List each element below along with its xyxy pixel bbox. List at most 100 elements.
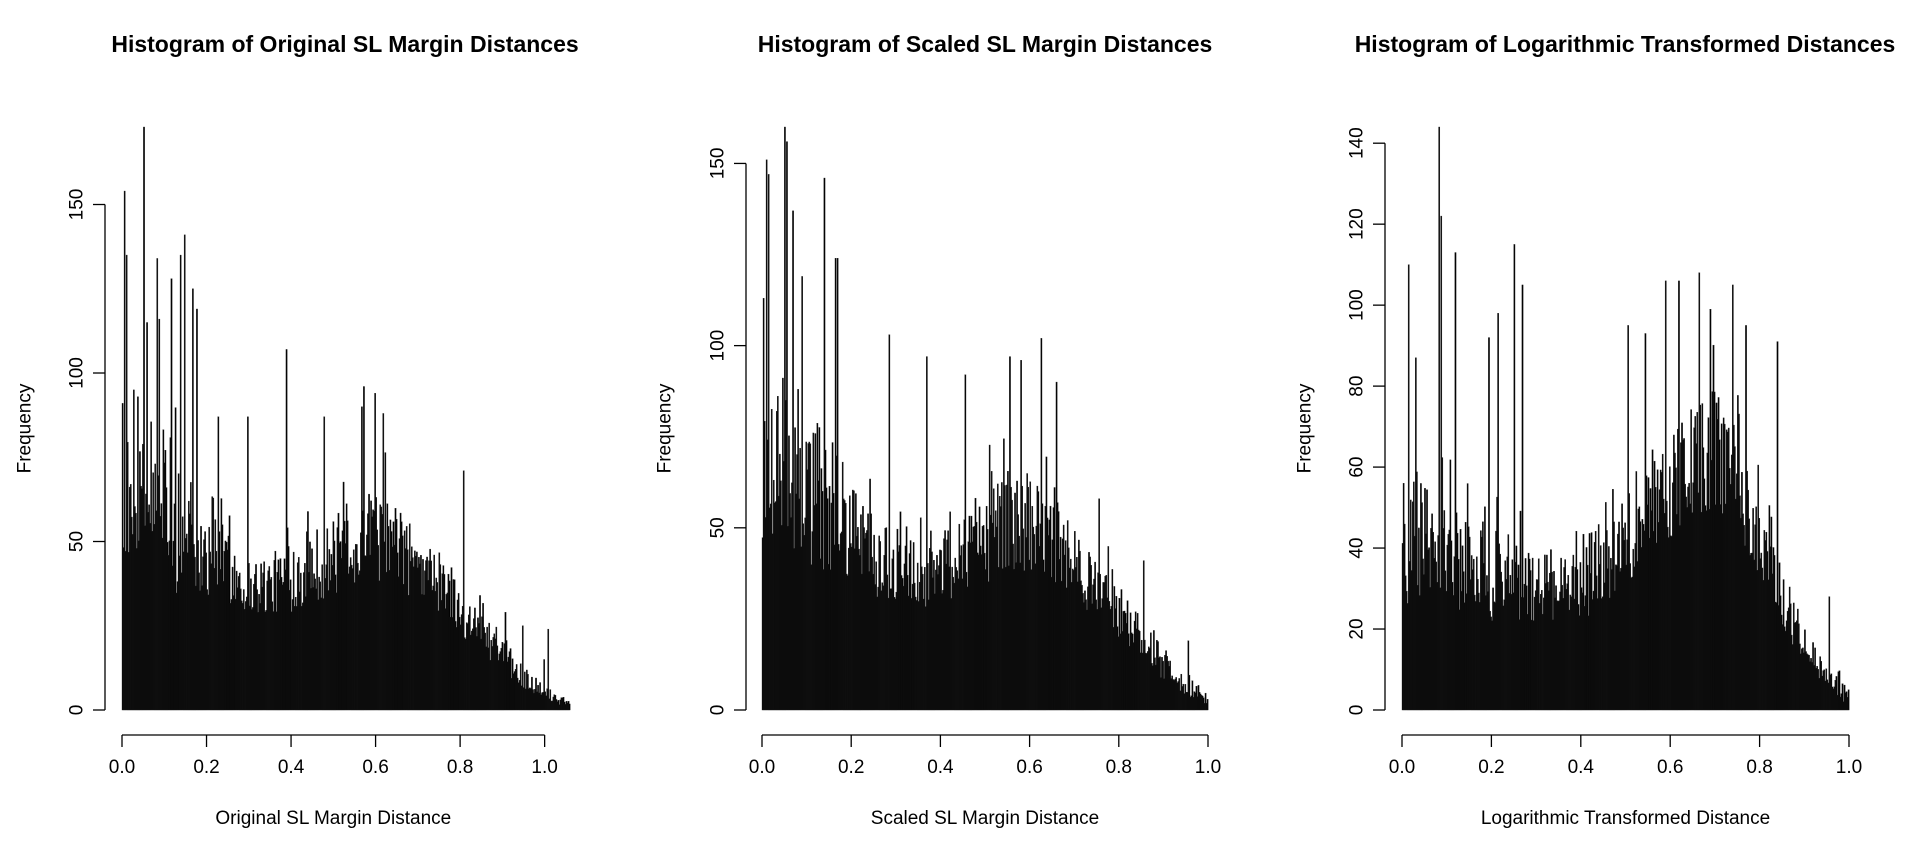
histogram-bar: [1142, 560, 1145, 711]
x-tick-label: 0.0: [1389, 757, 1415, 778]
histogram-bar: [1513, 244, 1516, 711]
histogram-bar: [1188, 674, 1191, 711]
x-tick-label: 0.6: [362, 757, 388, 778]
histogram-bar: [1521, 284, 1524, 711]
histogram-bar: [765, 159, 768, 711]
x-axis-log: 0.0 0.2 0.4 0.6 0.8 1.0: [1389, 734, 1862, 778]
x-tick-label: 0.6: [1016, 757, 1042, 778]
x-tick-label: 0.0: [109, 757, 135, 778]
x-tick-label: 1.0: [1195, 757, 1221, 778]
histogram-bar: [823, 177, 826, 711]
x-tick-label: 1.0: [1836, 757, 1862, 778]
histogram-bar: [192, 288, 194, 711]
y-axis-label-log: Frequency: [1295, 383, 1316, 473]
y-tick-label: 0: [67, 705, 88, 716]
x-tick-label: 0.4: [278, 757, 305, 778]
x-tick-label: 0.2: [838, 757, 864, 778]
histogram-bar: [1407, 264, 1410, 711]
histogram-bar: [323, 416, 326, 711]
histogram-bar: [1678, 280, 1680, 711]
histogram-original-chart: Histogram of Original SL Margin Distance…: [15, 31, 579, 829]
histogram-bar: [521, 625, 524, 711]
histogram-bars-scaled: [761, 126, 1209, 711]
x-axis-scaled: 0.0 0.2 0.4 0.6 0.8 1.0: [749, 734, 1221, 778]
histogram-log-chart: Histogram of Logarithmic Transformed Dis…: [1295, 31, 1896, 829]
histogram-bar: [786, 141, 788, 711]
chart-title-scaled: Histogram of Scaled SL Margin Distances: [758, 31, 1213, 57]
histogram-bar: [1828, 596, 1831, 711]
histogram-bar: [179, 254, 182, 711]
y-tick-label: 100: [1347, 289, 1368, 321]
histogram-bar: [836, 258, 839, 711]
histogram-bar: [1835, 676, 1838, 711]
histogram-bar: [1488, 337, 1490, 711]
x-tick-label: 0.8: [447, 757, 473, 778]
x-axis-label-log: Logarithmic Transformed Distance: [1481, 808, 1770, 829]
x-tick-label: 0.6: [1657, 757, 1683, 778]
x-tick-label: 0.8: [1746, 757, 1772, 778]
histogram-bars-log: [1401, 126, 1850, 711]
histogram-original-panel: Histogram of Original SL Margin Distance…: [0, 0, 640, 864]
y-tick-label: 120: [1347, 208, 1368, 240]
y-tick-label: 50: [67, 531, 88, 552]
y-tick-label: 60: [1347, 457, 1368, 478]
x-tick-label: 1.0: [531, 757, 557, 778]
y-tick-label: 50: [708, 517, 729, 538]
x-tick-label: 0.4: [1568, 757, 1595, 778]
histogram-bar: [792, 210, 794, 711]
x-axis-label-scaled: Scaled SL Margin Distance: [871, 808, 1099, 829]
y-axis-label-scaled: Frequency: [655, 383, 676, 473]
x-tick-label: 0.8: [1106, 757, 1132, 778]
histogram-bar: [1204, 692, 1207, 711]
histogram-bar: [547, 628, 550, 711]
y-axis-scaled: 0 50 100 150: [708, 148, 747, 715]
x-axis-label-original: Original SL Margin Distance: [215, 808, 451, 829]
y-tick-label: 80: [1347, 376, 1368, 397]
histogram-bar: [964, 374, 967, 711]
histogram-bar: [363, 386, 365, 711]
histogram-bar: [926, 356, 928, 711]
histogram-scaled-chart: Histogram of Scaled SL Margin Distances 0…: [655, 31, 1222, 829]
histogram-bar: [1776, 341, 1779, 711]
x-tick-label: 0.4: [927, 757, 954, 778]
y-tick-label: 20: [1347, 618, 1368, 639]
y-tick-label: 100: [708, 330, 729, 362]
histogram-scaled-panel: Histogram of Scaled SL Margin Distances 0…: [640, 0, 1280, 864]
histogram-bar: [183, 234, 186, 711]
x-axis-original: 0.0 0.2 0.4 0.6 0.8 1.0: [109, 734, 558, 778]
histogram-bar: [1206, 699, 1209, 711]
x-tick-label: 0.0: [749, 757, 775, 778]
chart-title-log: Histogram of Logarithmic Transformed Dis…: [1355, 31, 1896, 57]
y-tick-label: 0: [1347, 705, 1368, 716]
histogram-bar: [1497, 313, 1499, 711]
y-axis-log: 0 20 40 60 80 100 120 140: [1347, 127, 1386, 715]
histogram-bar: [158, 318, 161, 711]
histogram-bar: [1847, 689, 1850, 711]
histogram-bar: [543, 659, 545, 711]
y-tick-label: 150: [708, 148, 729, 180]
histogram-bar: [1841, 683, 1844, 711]
y-axis-label-original: Frequency: [15, 383, 36, 473]
histogram-bar: [462, 470, 465, 711]
histogram-bar: [549, 689, 552, 711]
y-tick-label: 140: [1347, 127, 1368, 159]
histogram-bar: [1191, 680, 1194, 711]
histogram-bar: [1438, 126, 1441, 711]
histogram-bar: [170, 278, 173, 711]
histogram-bar: [143, 126, 145, 711]
y-axis-original: 0 50 100 150: [67, 189, 106, 716]
histogram-bar: [196, 308, 198, 711]
histogram-bar: [767, 174, 770, 711]
chart-title-original: Histogram of Original SL Margin Distance…: [111, 31, 578, 57]
histogram-bar: [123, 190, 126, 711]
histogram-bar: [1838, 670, 1841, 711]
x-tick-label: 0.2: [1478, 757, 1504, 778]
histogram-bar: [174, 407, 177, 711]
histogram-bar: [1664, 280, 1667, 711]
x-tick-label: 0.2: [193, 757, 219, 778]
histogram-bar: [888, 334, 891, 711]
histogram-bar: [1454, 252, 1457, 711]
y-tick-label: 40: [1347, 537, 1368, 558]
y-tick-label: 100: [67, 357, 88, 389]
y-tick-label: 150: [67, 189, 88, 221]
